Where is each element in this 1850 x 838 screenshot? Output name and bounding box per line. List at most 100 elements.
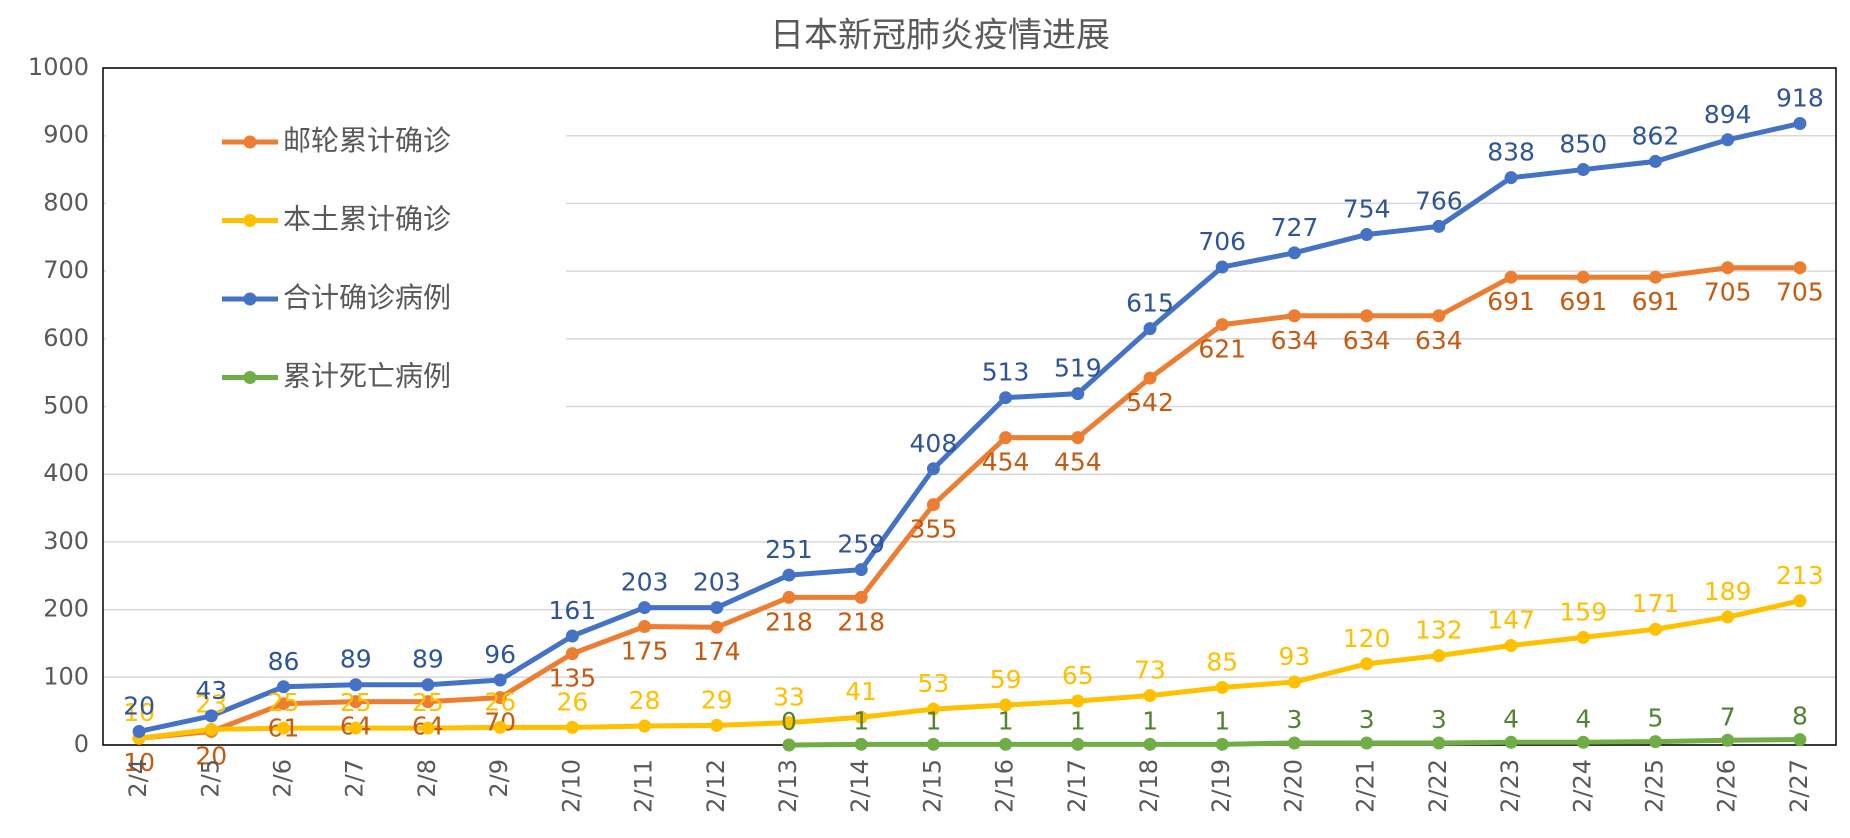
data-point [1504, 638, 1518, 652]
legend-label: 累计死亡病例 [283, 360, 451, 393]
data-label: 25 [340, 688, 372, 717]
x-tick-label: 2/12 [702, 759, 730, 813]
data-label: 85 [1206, 647, 1238, 676]
data-point [1432, 219, 1446, 233]
data-label: 33 [773, 683, 805, 712]
data-label: 73 [1134, 656, 1166, 685]
data-point [1071, 431, 1085, 445]
y-tick-label: 200 [43, 595, 89, 623]
data-point [1648, 270, 1662, 284]
x-tick-label: 2/5 [196, 759, 224, 798]
legend-box [106, 100, 566, 410]
data-point [1360, 309, 1374, 323]
x-tick-label: 2/21 [1352, 759, 1380, 813]
data-point [1287, 246, 1301, 260]
data-label: 3 [1359, 705, 1375, 734]
legend-label: 邮轮累计确诊 [283, 124, 451, 157]
legend-marker [243, 371, 257, 384]
data-label: 1 [853, 706, 869, 735]
data-point [1143, 737, 1157, 751]
data-point [1071, 694, 1085, 708]
y-tick-label: 900 [43, 121, 89, 149]
data-point [493, 691, 507, 705]
data-label: 1 [998, 706, 1014, 735]
data-point [926, 737, 940, 751]
data-label: 894 [1704, 100, 1752, 129]
data-label: 174 [693, 637, 741, 666]
y-tick-label: 500 [43, 392, 89, 420]
data-label: 10 [123, 748, 155, 777]
data-point [1215, 260, 1229, 274]
data-label: 20 [123, 691, 155, 720]
data-point [493, 720, 507, 734]
data-label: 838 [1487, 138, 1535, 167]
data-label: 28 [629, 686, 661, 715]
data-point [1504, 735, 1518, 749]
data-point [1504, 270, 1518, 284]
x-tick-label: 2/11 [630, 759, 658, 813]
data-label: 218 [837, 607, 885, 636]
data-point [421, 695, 435, 709]
data-point [1721, 261, 1735, 275]
data-point [999, 737, 1013, 751]
data-point [1143, 371, 1157, 385]
x-tick-label: 2/13 [774, 759, 802, 813]
x-tick-label: 2/22 [1424, 759, 1452, 813]
data-point [926, 462, 940, 476]
data-point [1360, 736, 1374, 750]
data-label: 4 [1575, 704, 1591, 733]
data-label: 5 [1648, 704, 1664, 733]
data-label: 132 [1415, 616, 1463, 645]
x-tick-label: 2/10 [557, 759, 585, 813]
data-label: 93 [1279, 642, 1311, 671]
x-tick-label: 2/15 [918, 759, 946, 813]
series-line [138, 598, 1801, 741]
y-tick-label: 800 [43, 188, 89, 216]
data-label: 203 [693, 568, 741, 597]
data-point [565, 647, 579, 661]
x-tick-label: 2/19 [1207, 759, 1235, 813]
data-point [1071, 387, 1085, 401]
data-point [999, 698, 1013, 712]
data-point [1360, 657, 1374, 671]
data-point [926, 498, 940, 512]
data-point [204, 722, 218, 736]
data-label: 850 [1559, 130, 1607, 159]
legend-marker [243, 214, 257, 227]
data-point [782, 716, 796, 730]
data-label: 159 [1559, 597, 1607, 626]
data-label: 213 [1776, 561, 1824, 590]
data-point [854, 563, 868, 577]
data-label: 615 [1126, 289, 1174, 318]
x-tick-label: 2/26 [1713, 759, 1741, 813]
data-point [1793, 733, 1807, 747]
data-label: 189 [1704, 577, 1752, 606]
series-line [138, 121, 1801, 734]
data-label: 175 [621, 637, 669, 666]
data-point [1287, 675, 1301, 689]
data-point [1432, 736, 1446, 750]
x-tick-label: 2/23 [1496, 759, 1524, 813]
plot: 1020616464701351751742182183554544545426… [123, 84, 1824, 778]
x-tick-label: 2/7 [341, 759, 369, 798]
data-label: 26 [556, 687, 588, 716]
data-label: 519 [1054, 354, 1102, 383]
data-point [854, 710, 868, 724]
data-point [1576, 630, 1590, 644]
data-label: 691 [1487, 287, 1535, 316]
data-label: 7 [1720, 702, 1736, 731]
data-label: 96 [484, 640, 516, 669]
data-label: 691 [1632, 287, 1680, 316]
x-tick-label: 2/4 [124, 759, 152, 798]
data-point [421, 678, 435, 692]
data-label: 634 [1271, 326, 1319, 355]
y-tick-label: 1000 [28, 53, 89, 81]
y-tick-label: 400 [43, 459, 89, 487]
data-point [999, 391, 1013, 405]
data-label: 203 [621, 568, 669, 597]
data-label: 691 [1559, 287, 1607, 316]
data-point [1648, 622, 1662, 636]
legend-marker [243, 292, 257, 306]
data-label: 259 [837, 530, 885, 559]
